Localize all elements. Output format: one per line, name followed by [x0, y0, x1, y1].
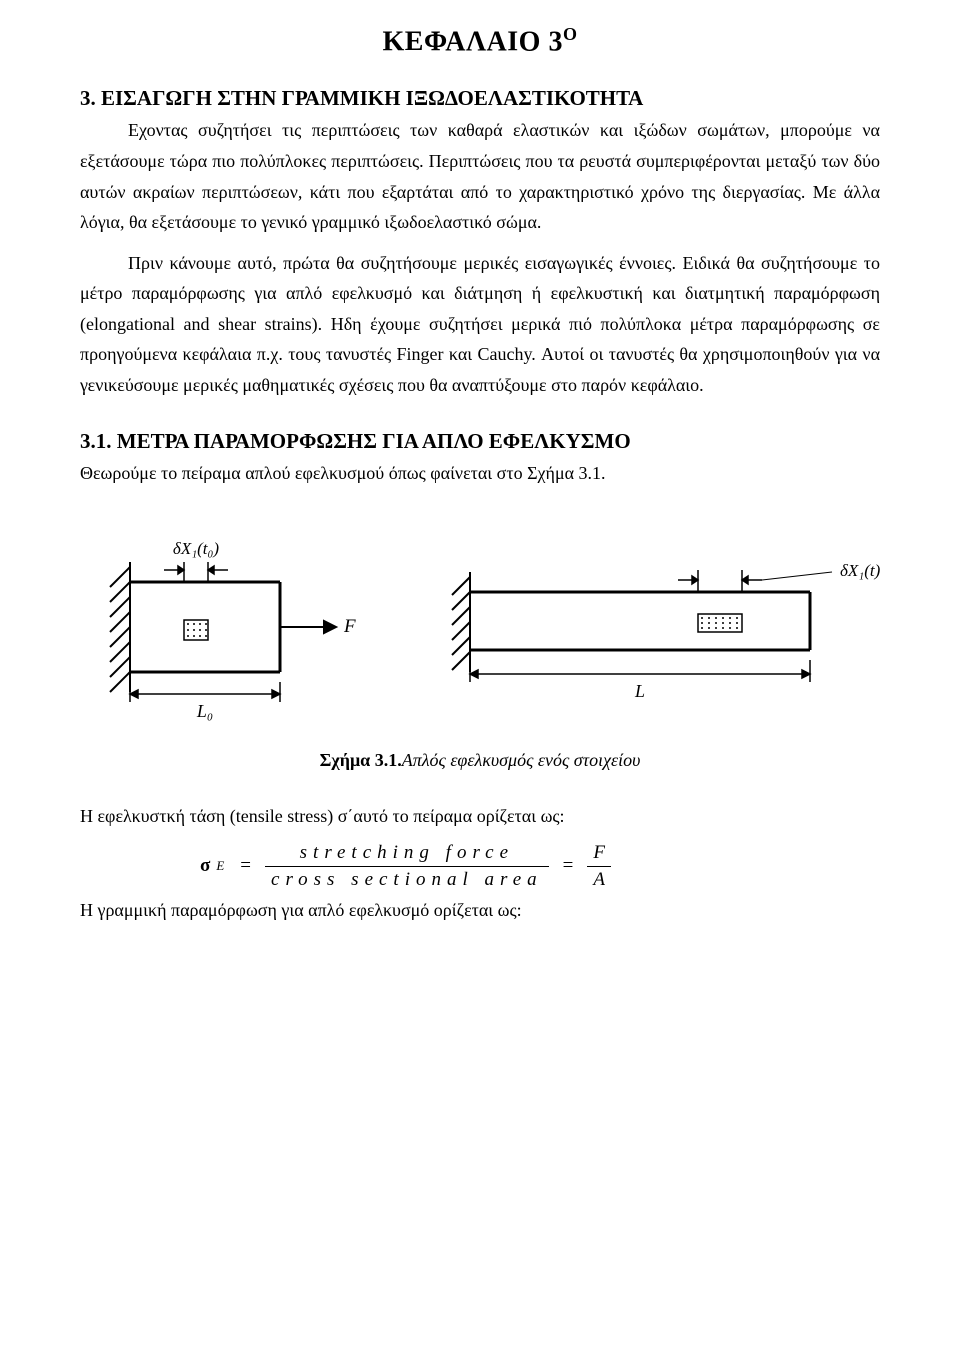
equals-sign-1: = [240, 855, 251, 877]
fraction-F: F [587, 842, 611, 864]
fig-left-top-label: δX₁(t₀) [173, 539, 219, 558]
chapter-title: ΚΕΦΑΛΑΙΟ 3Ο [80, 24, 880, 58]
fraction-bar-2 [587, 866, 611, 867]
fraction-words: stretching force cross sectional area [265, 842, 549, 891]
tensile-stress-intro: Η εφελκυστκή τάση (tensile stress) σ΄αυτ… [80, 801, 880, 832]
fraction-words-denominator: cross sectional area [265, 869, 549, 891]
fraction-symbols: F A [587, 842, 611, 891]
figure-3-1-caption: Σχήμα 3.1.Απλός εφελκυσμός ενός στοιχείο… [80, 750, 880, 771]
figure-3-1: δX₁(t₀) F L₀ [80, 522, 880, 732]
sigma-subscript: E [216, 858, 224, 874]
section-3-heading: 3. ΕΙΣΑΓΩΓΗ ΣΤΗΝ ΓΡΑΜΜΙΚΗ ΙΞΩΔΟΕΛΑΣΤΙΚΟΤ… [80, 86, 880, 111]
figure-caption-number: Σχήμα 3.1. [320, 750, 402, 770]
figure-caption-text: Απλός εφελκυσμός ενός στοιχείου [402, 750, 641, 770]
linear-strain-intro: Η γραμμική παραμόρφωση για απλό εφελκυσμ… [80, 895, 880, 926]
equals-sign-2: = [563, 855, 574, 877]
page: ΚΕΦΑΛΑΙΟ 3Ο 3. ΕΙΣΑΓΩΓΗ ΣΤΗΝ ΓΡΑΜΜΙΚΗ ΙΞ… [0, 0, 960, 1346]
figure-3-1-left-diagram: δX₁(t₀) F L₀ [80, 522, 360, 732]
fraction-A: A [587, 869, 611, 891]
fig-right-top-label: δX₁(t) [840, 561, 880, 580]
section-3-1-lead: Θεωρούμε το πείραμα απλού εφελκυσμού όπω… [80, 458, 880, 489]
chapter-title-main: ΚΕΦΑΛΑΙΟ 3 [383, 26, 563, 57]
sigma-symbol: σ [200, 855, 210, 877]
intro-paragraph-1: Εχοντας συζητήσει τις περιπτώσεις των κα… [80, 115, 880, 237]
fig-right-bottom-label: L [634, 681, 645, 701]
figure-3-1-right-diagram: δX₁(t) L [430, 532, 880, 722]
tensile-stress-formula: σE = stretching force cross sectional ar… [200, 842, 880, 891]
section-3-1-heading: 3.1. ΜΕΤΡΑ ΠΑΡΑΜΟΡΦΩΣΗΣ ΓΙΑ ΑΠΛΟ ΕΦΕΛΚΥΣ… [80, 429, 880, 454]
fig-left-bottom-label: L₀ [196, 701, 213, 721]
fraction-words-numerator: stretching force [294, 842, 520, 864]
fraction-bar-1 [265, 866, 549, 867]
chapter-title-superscript: Ο [563, 24, 578, 44]
fig-left-force-label: F [343, 616, 356, 637]
intro-paragraph-2: Πριν κάνουμε αυτό, πρώτα θα συζητήσουμε … [80, 248, 880, 401]
